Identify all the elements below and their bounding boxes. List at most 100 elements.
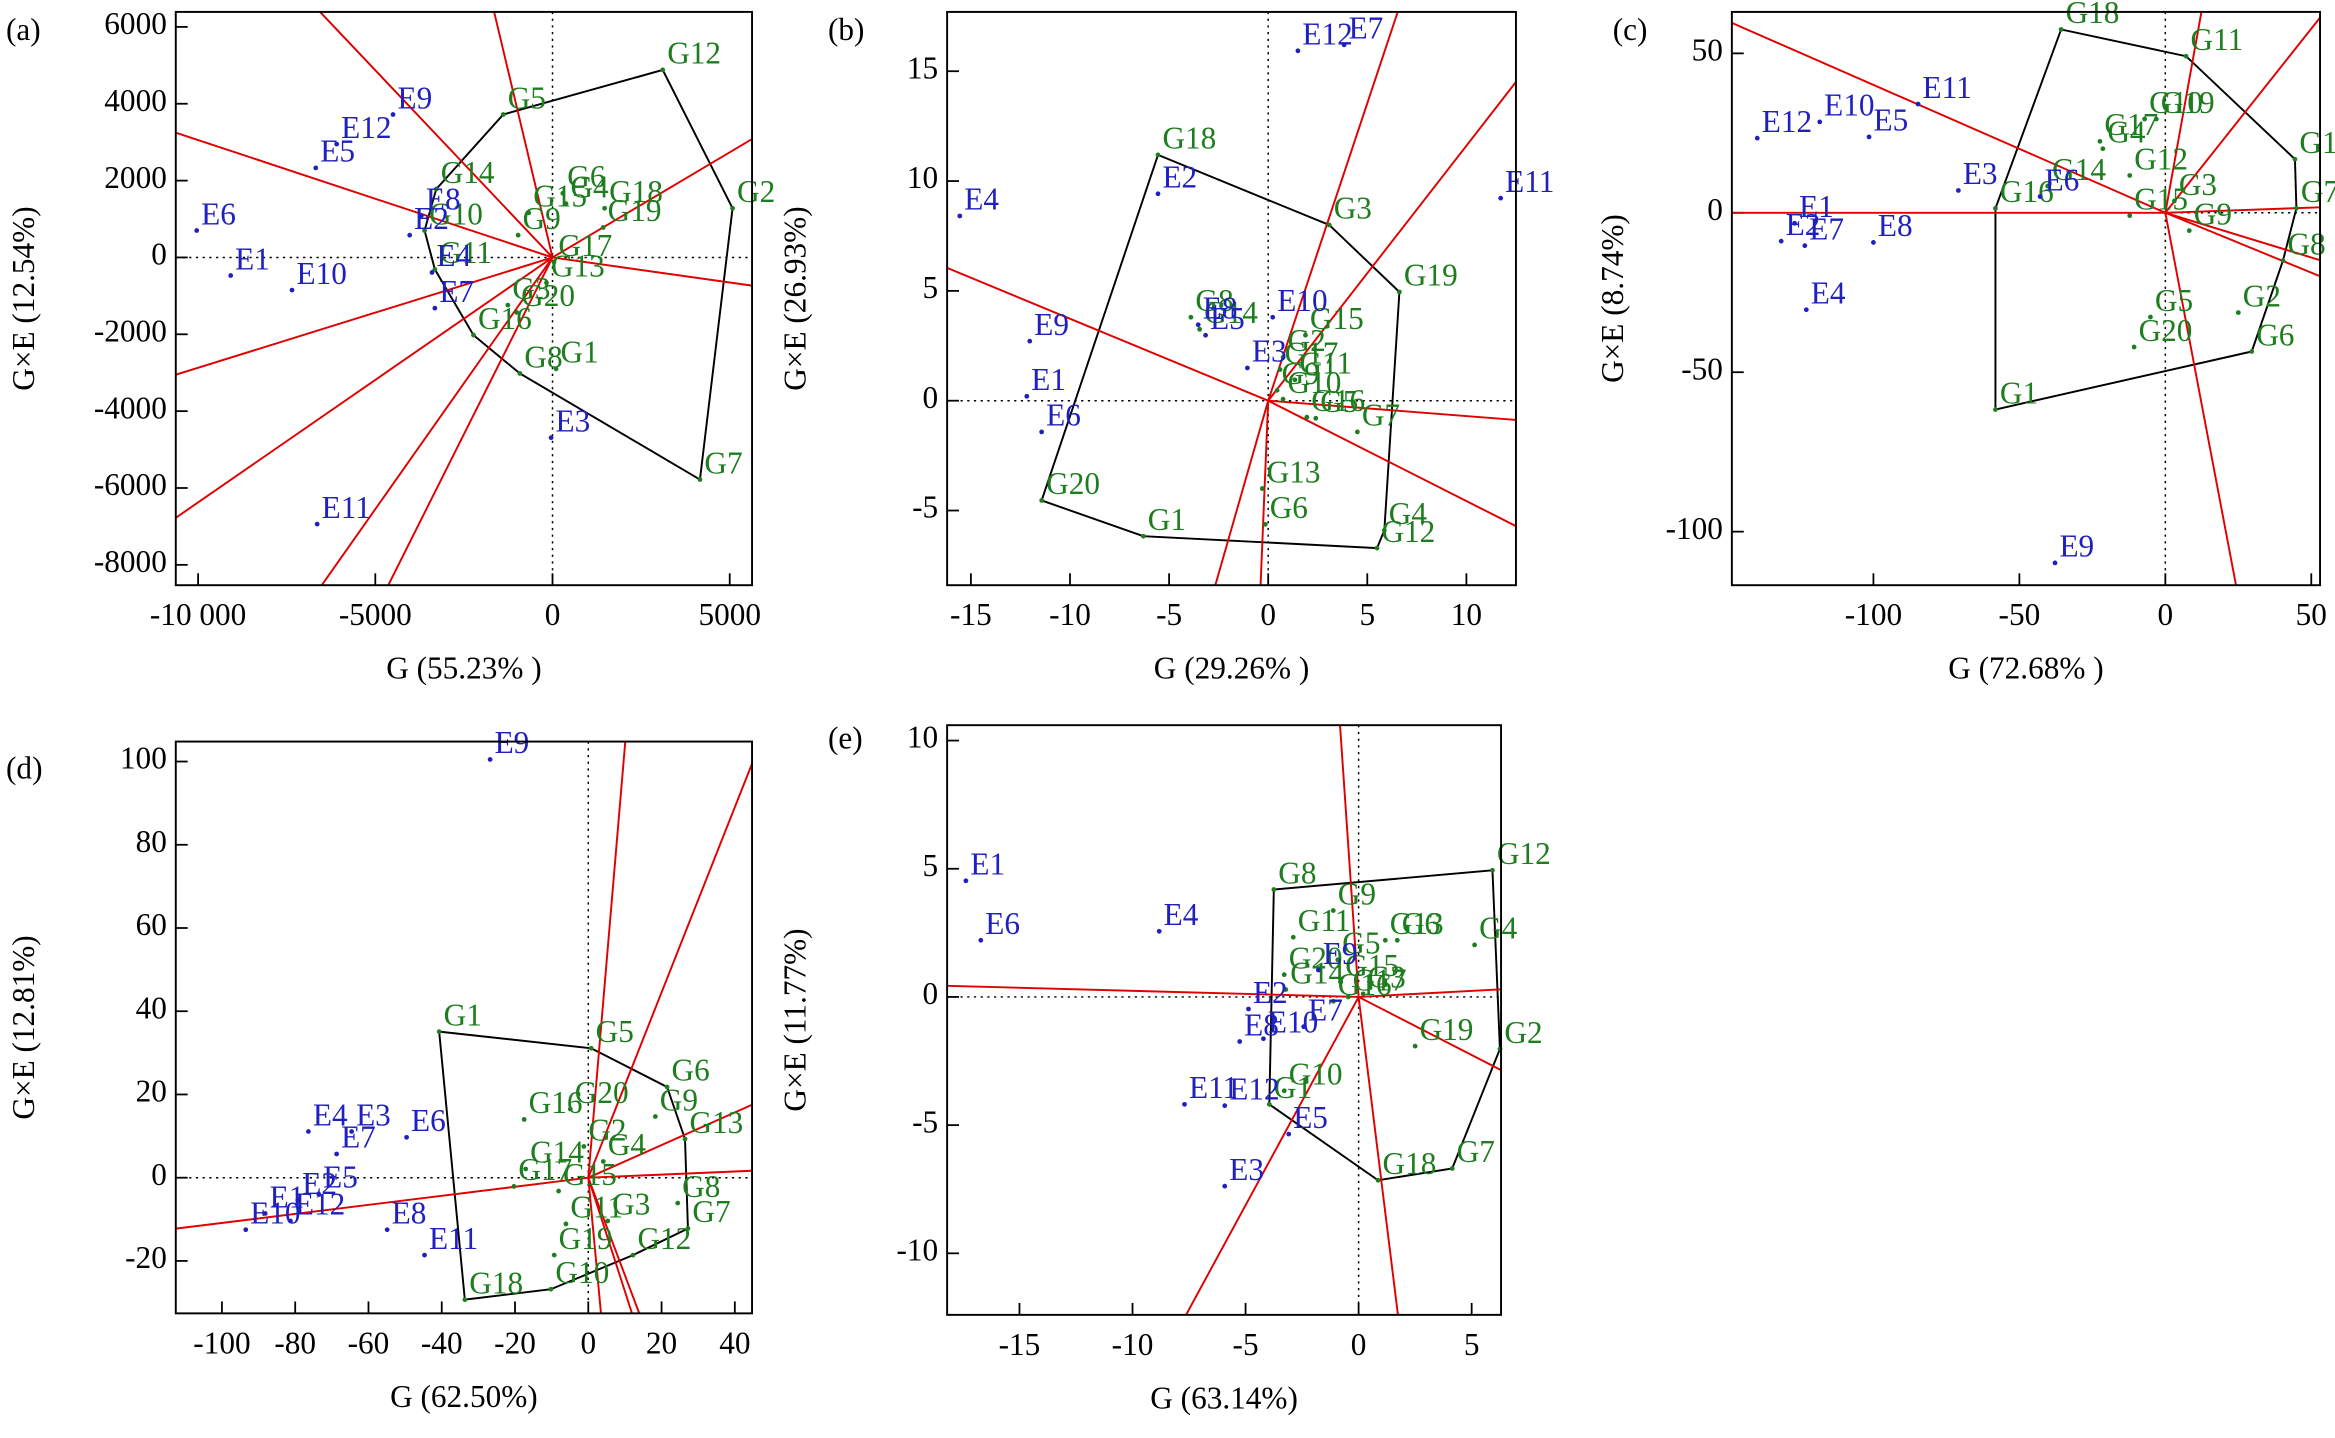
y-tick-label: -50	[1681, 351, 1723, 386]
y-tick-label: 10	[907, 160, 938, 195]
plot-frame	[174, 10, 754, 587]
environment-point	[1866, 134, 1872, 140]
sector-ray	[2165, 211, 2321, 262]
environment-label: E7	[1308, 992, 1343, 1027]
environment-label: E5	[1293, 1100, 1328, 1135]
environment-label: E8	[426, 181, 461, 216]
x-tick-label: -10	[1049, 597, 1091, 632]
sector-ray	[1268, 399, 1516, 421]
genotype-point	[526, 210, 532, 216]
genotype-label: G17	[518, 1152, 572, 1187]
genotype-label: G18	[469, 1265, 523, 1300]
environment-label: E6	[1046, 398, 1081, 433]
environment-point	[978, 937, 984, 943]
environment-label: E10	[1268, 1005, 1318, 1040]
genotype-point	[544, 280, 549, 286]
genotype-point	[517, 371, 523, 376]
y-tick-label: -5	[912, 1104, 938, 1139]
genotype-label: G18	[1162, 121, 1216, 156]
genotype-label: G3	[1368, 960, 1406, 995]
genotype-point	[500, 112, 506, 117]
genotype-point	[432, 266, 438, 272]
x-axis-label: G (29.26% )	[1154, 651, 1309, 686]
environment-label: E3	[1252, 334, 1287, 369]
genotype-point	[2127, 173, 2133, 178]
y-tick-label: 0	[151, 1157, 167, 1192]
genotype-label: G10	[1289, 1057, 1343, 1092]
environment-label: E2	[1162, 160, 1197, 195]
environment-point	[1261, 1036, 1266, 1042]
genotype-point	[548, 1286, 554, 1292]
genotype-label: G9	[523, 201, 561, 236]
x-axis-label: G (62.50%)	[390, 1379, 538, 1414]
genotype-point	[1449, 1166, 1455, 1171]
genotype-point	[664, 1084, 670, 1090]
genotype-point	[2183, 53, 2189, 59]
genotype-point	[1280, 355, 1286, 360]
environment-point	[1222, 1183, 1228, 1189]
environment-label: E6	[411, 1103, 446, 1138]
y-axis-label: G×E (12.54%)	[6, 206, 41, 390]
genotype-label: G19	[1420, 1012, 1474, 1047]
genotype-label: G10	[555, 1255, 609, 1290]
x-tick-label: -20	[494, 1325, 536, 1360]
genotype-label: G11	[439, 235, 492, 270]
environment-point	[1754, 135, 1760, 141]
genotype-point	[2142, 116, 2147, 122]
genotype-label: G13	[1267, 454, 1321, 489]
genotype-point	[675, 1200, 681, 1206]
environment-label: E12	[341, 110, 391, 145]
environment-label: E6	[2045, 162, 2080, 197]
y-tick-label: 0	[151, 237, 167, 272]
x-axis-label: G (55.23% )	[386, 651, 541, 686]
genotype-label: G14	[441, 155, 495, 190]
plot-area	[175, 11, 753, 586]
environment-label: E2	[1253, 975, 1288, 1010]
genotype-label: G1	[1148, 502, 1186, 537]
genotype-point	[514, 310, 520, 315]
genotype-point	[1993, 205, 1998, 211]
y-tick-label: -8000	[94, 544, 167, 579]
panel: (a) G (55.23% ) G×E (12.54%) -10 000 -5000 0 5…	[6, 6, 775, 686]
genotype-label: G10	[1288, 365, 1342, 400]
environment-point	[1802, 243, 1808, 249]
genotype-label: G17	[1353, 963, 1407, 998]
environment-point	[1270, 314, 1276, 320]
genotype-point	[1281, 972, 1287, 978]
x-tick-label: 5	[1359, 597, 1375, 632]
genotype-label: G1	[561, 335, 599, 370]
x-tick-label: -80	[274, 1325, 316, 1360]
x-tick-label: -60	[348, 1325, 390, 1360]
genotype-label: G1	[1274, 1070, 1312, 1105]
x-tick-label: -100	[193, 1325, 250, 1360]
genotype-point	[551, 1252, 557, 1258]
genotype-label: G18	[609, 174, 663, 209]
genotype-point	[1039, 498, 1045, 503]
genotype-label: G6	[1402, 906, 1440, 941]
x-tick-label: -15	[950, 597, 992, 632]
genotype-label: G10	[2149, 85, 2203, 120]
environment-label: E5	[320, 134, 355, 169]
genotype-point	[1188, 314, 1194, 320]
genotype-point	[1330, 998, 1336, 1004]
genotype-point	[1490, 867, 1495, 873]
genotype-point	[505, 302, 511, 308]
genotype-point	[1262, 521, 1268, 527]
y-tick-label: 0	[923, 976, 939, 1011]
sector-ray	[320, 256, 554, 586]
y-tick-label: 40	[136, 990, 167, 1025]
genotype-label: G13	[1390, 906, 1444, 941]
environment-point	[407, 232, 413, 238]
environment-point	[1915, 101, 1921, 107]
genotype-label: G7	[692, 1194, 730, 1229]
x-tick-label: 0	[1351, 1327, 1367, 1362]
genotype-label: G15	[2134, 181, 2188, 216]
genotype-point	[521, 1117, 527, 1122]
genotype-point	[2294, 205, 2299, 211]
genotype-label: G19	[2161, 85, 2215, 120]
environment-point	[2052, 560, 2058, 566]
y-tick-label: 5	[923, 270, 939, 305]
genotype-label: G11	[1298, 903, 1351, 938]
genotype-label: G12	[1497, 836, 1551, 871]
genotype-point	[2097, 138, 2103, 144]
